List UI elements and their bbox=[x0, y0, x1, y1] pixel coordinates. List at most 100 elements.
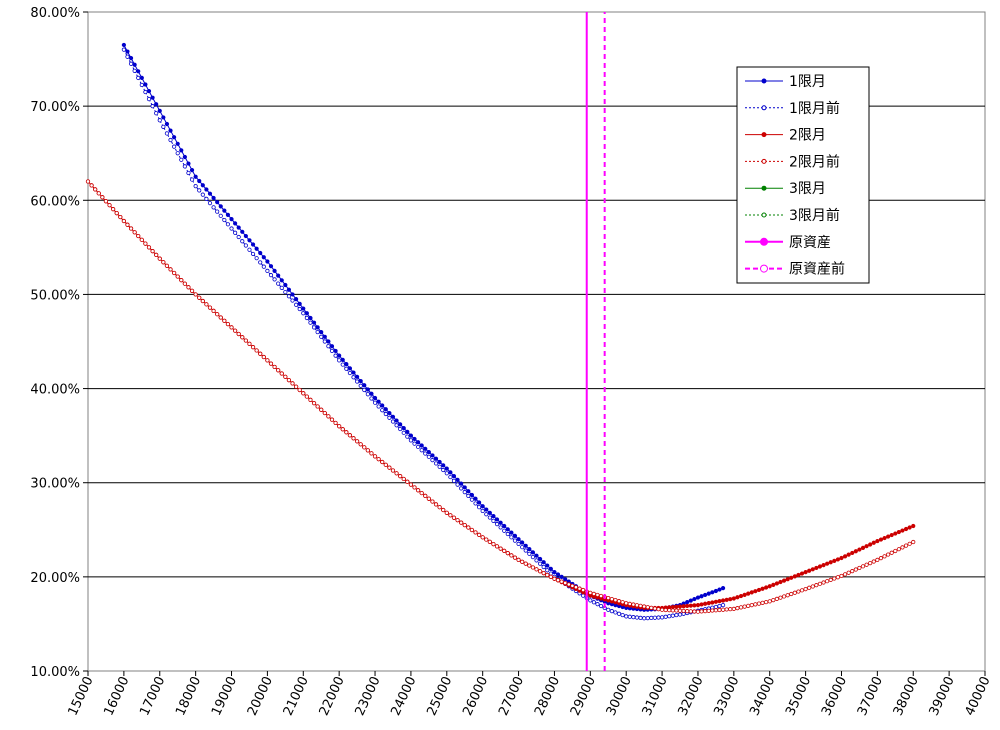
x-tick-label: 21000 bbox=[281, 674, 312, 718]
data-point-2限月前 bbox=[484, 537, 489, 542]
data-point-1限月前 bbox=[634, 615, 640, 620]
data-point-1限月前 bbox=[286, 294, 292, 299]
data-point-1限月前 bbox=[200, 192, 205, 197]
x-tick-label: 35000 bbox=[783, 674, 814, 718]
data-point-1限月 bbox=[354, 374, 360, 379]
data-point-1限月前 bbox=[132, 68, 137, 73]
data-point-1限月前 bbox=[218, 213, 223, 218]
data-point-2限月 bbox=[907, 525, 912, 530]
data-point-2限月前 bbox=[383, 462, 388, 467]
data-point-1限月前 bbox=[322, 339, 327, 344]
data-point-2限月前 bbox=[566, 582, 571, 587]
data-point-2限月前 bbox=[828, 577, 833, 582]
data-point-1限月 bbox=[494, 517, 500, 522]
y-tick-label: 50.00% bbox=[30, 288, 80, 303]
data-point-1限月前 bbox=[172, 144, 177, 149]
data-point-1限月 bbox=[401, 426, 406, 431]
data-point-1限月前 bbox=[207, 201, 213, 206]
data-point-2限月 bbox=[703, 601, 708, 606]
data-point-2限月前 bbox=[878, 556, 884, 561]
data-point-2限月前 bbox=[200, 298, 205, 304]
data-point-2限月前 bbox=[756, 601, 762, 606]
data-point-2限月前 bbox=[728, 607, 733, 612]
data-point-2限月前 bbox=[243, 338, 248, 343]
data-point-2限月 bbox=[706, 601, 711, 606]
data-point-1限月前 bbox=[616, 611, 622, 616]
data-point-2限月 bbox=[868, 542, 873, 547]
data-point-2限月前 bbox=[250, 345, 256, 350]
data-point-2限月前 bbox=[164, 263, 170, 268]
data-point-1限月前 bbox=[581, 593, 586, 598]
data-point-2限月前 bbox=[516, 557, 521, 563]
data-point-1限月 bbox=[315, 325, 320, 330]
data-point-1限月 bbox=[333, 348, 338, 354]
legend-label: 2限月前 bbox=[789, 153, 840, 170]
y-tick-label: 60.00% bbox=[30, 194, 80, 209]
data-point-1限月前 bbox=[509, 535, 514, 540]
data-point-1限月 bbox=[258, 250, 263, 256]
data-point-2限月前 bbox=[911, 539, 916, 545]
data-point-2限月 bbox=[842, 554, 848, 559]
data-point-2限月前 bbox=[677, 608, 683, 613]
data-point-2限月前 bbox=[638, 603, 643, 608]
data-point-2限月前 bbox=[670, 608, 675, 613]
data-point-2限月 bbox=[853, 549, 858, 554]
data-point-1限月 bbox=[441, 463, 446, 468]
data-point-2限月前 bbox=[792, 590, 797, 595]
x-tick-label: 40000 bbox=[963, 674, 994, 718]
data-point-2限月前 bbox=[261, 354, 266, 360]
data-point-1限月前 bbox=[408, 438, 414, 443]
x-tick-label: 24000 bbox=[388, 674, 419, 718]
data-point-2限月前 bbox=[265, 358, 270, 363]
data-point-1限月 bbox=[179, 148, 184, 153]
data-point-1限月 bbox=[121, 42, 126, 48]
data-point-2限月前 bbox=[143, 241, 148, 246]
data-point-2限月 bbox=[893, 531, 898, 536]
data-point-2限月前 bbox=[354, 439, 360, 444]
data-point-2限月前 bbox=[247, 341, 252, 346]
data-point-1限月 bbox=[225, 212, 231, 217]
data-point-1限月 bbox=[128, 56, 134, 61]
data-point-1限月前 bbox=[168, 137, 173, 143]
data-point-2限月前 bbox=[505, 551, 510, 556]
data-point-1限月 bbox=[175, 141, 180, 146]
data-point-2限月前 bbox=[864, 562, 869, 567]
data-point-1限月前 bbox=[390, 419, 396, 424]
data-point-2限月前 bbox=[441, 507, 446, 513]
data-point-2限月前 bbox=[322, 410, 327, 416]
data-point-2限月前 bbox=[387, 465, 392, 470]
data-point-2限月 bbox=[731, 596, 736, 601]
data-point-2限月 bbox=[695, 602, 701, 608]
data-point-1限月 bbox=[168, 128, 173, 133]
data-point-2限月 bbox=[760, 586, 765, 591]
data-point-1限月前 bbox=[329, 348, 335, 354]
data-point-1限月 bbox=[505, 527, 510, 532]
data-point-1限月前 bbox=[494, 522, 500, 527]
data-point-1限月 bbox=[430, 453, 435, 458]
data-point-1限月前 bbox=[225, 222, 231, 227]
data-point-2限月 bbox=[839, 555, 844, 561]
data-point-2限月前 bbox=[735, 606, 740, 611]
data-point-1限月前 bbox=[229, 226, 234, 231]
data-point-2限月前 bbox=[107, 203, 112, 208]
data-point-2限月 bbox=[710, 600, 715, 605]
data-point-2限月前 bbox=[401, 476, 406, 482]
data-point-2限月 bbox=[677, 604, 683, 609]
data-point-2限月前 bbox=[146, 245, 152, 250]
data-point-2限月前 bbox=[512, 555, 518, 560]
data-point-2限月前 bbox=[315, 404, 320, 409]
data-point-2限月前 bbox=[365, 448, 370, 453]
data-point-2限月前 bbox=[900, 545, 905, 550]
data-point-2限月 bbox=[864, 544, 869, 549]
data-point-1限月前 bbox=[444, 471, 449, 476]
data-point-2限月前 bbox=[860, 564, 866, 569]
data-point-1限月前 bbox=[204, 196, 209, 201]
data-point-1限月 bbox=[369, 391, 374, 396]
data-point-2限月前 bbox=[545, 572, 550, 578]
data-point-1限月 bbox=[272, 268, 277, 273]
data-point-1限月 bbox=[294, 297, 299, 302]
data-point-2限月前 bbox=[103, 199, 109, 204]
data-point-2限月前 bbox=[807, 585, 812, 590]
data-point-2限月 bbox=[828, 560, 833, 565]
data-point-2限月前 bbox=[767, 599, 772, 604]
